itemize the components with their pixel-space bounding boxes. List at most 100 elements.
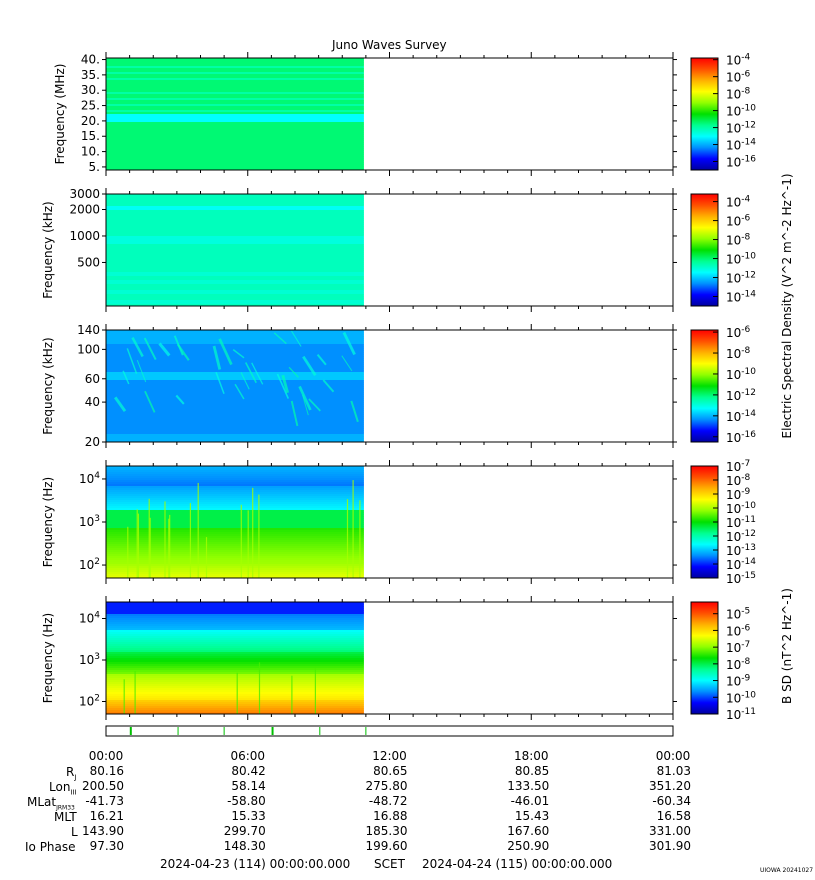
ephemeris-value: -60.34 bbox=[652, 794, 691, 808]
colorbar-5 bbox=[690, 601, 719, 715]
y-tick-label: 15. bbox=[81, 129, 100, 143]
ephemeris-value: 299.70 bbox=[224, 824, 266, 838]
x-tick-label: 12:00 bbox=[372, 749, 407, 763]
ephemeris-value: 250.90 bbox=[507, 839, 549, 853]
ephemeris-value: 167.60 bbox=[507, 824, 549, 838]
colorbar-4 bbox=[690, 465, 719, 579]
ephemeris-value: 133.50 bbox=[507, 779, 549, 793]
ephemeris-value: 15.33 bbox=[231, 809, 265, 823]
y-tick-label: 25. bbox=[81, 99, 100, 113]
ephemeris-value: 301.90 bbox=[649, 839, 691, 853]
ephemeris-value: 185.30 bbox=[366, 824, 408, 838]
colorbar-tick-label: 10-16 bbox=[726, 155, 756, 170]
mlat-label: MLatJRM33 bbox=[27, 795, 75, 812]
colorbar-2 bbox=[690, 193, 719, 307]
ephemeris-value: -48.72 bbox=[369, 794, 408, 808]
x-tick-label: 00:00 bbox=[89, 749, 124, 763]
io-phase-label: Io Phase bbox=[25, 840, 76, 854]
colorbar-tick-label: 10-6 bbox=[726, 325, 751, 340]
colorbar-tick-label: 10-7 bbox=[726, 459, 750, 474]
ephemeris-value: -41.73 bbox=[85, 794, 124, 808]
footer-tag: UIOWA 20241027 bbox=[760, 867, 814, 874]
y-tick-label: 35. bbox=[81, 68, 100, 82]
y-tick-label: 20. bbox=[81, 114, 100, 128]
panel-5: Frequency (Hz) bbox=[41, 596, 677, 720]
colorbar-gradient bbox=[690, 601, 719, 715]
colorbar-gradient bbox=[690, 329, 719, 443]
y-tick-label: 104 bbox=[79, 611, 100, 626]
ephemeris-value: -58.80 bbox=[227, 794, 266, 808]
colorbar-tick-label: 10-14 bbox=[726, 290, 756, 305]
l-label: L bbox=[71, 825, 78, 839]
time-end-label: 2024-04-24 (115) 00:00:00.000 bbox=[422, 857, 613, 871]
rj-label: RJ bbox=[66, 765, 77, 782]
y-tick-label: 5. bbox=[89, 160, 100, 174]
mlt-label: MLT bbox=[54, 810, 77, 824]
y-tick-label: 40 bbox=[85, 395, 100, 409]
panel-3: 20 40 60 100 140 Frequency (kHz) bbox=[41, 323, 677, 449]
colorbar-tick-label: 10-13 bbox=[726, 543, 756, 558]
ephemeris-value: 15.43 bbox=[515, 809, 549, 823]
y-tick-label: 100 bbox=[77, 342, 100, 356]
ephemeris-value: 16.58 bbox=[657, 809, 691, 823]
y-axis-label: Frequency (kHz) bbox=[41, 201, 55, 298]
colorbar-tick-label: 10-10 bbox=[726, 690, 756, 705]
ephemeris-value: 58.14 bbox=[231, 779, 265, 793]
ephemeris-value: 81.03 bbox=[657, 764, 691, 778]
y-axis-label: Frequency (kHz) bbox=[41, 337, 55, 434]
colorbar-tick-label: 10-14 bbox=[726, 138, 756, 153]
colorbar-tick-label: 10-12 bbox=[726, 271, 756, 286]
y-tick-label: 102 bbox=[79, 694, 100, 709]
colorbar-tick-label: 10-8 bbox=[726, 87, 751, 102]
ephemeris-value: 199.60 bbox=[366, 839, 408, 853]
y-tick-label: 60 bbox=[85, 372, 100, 386]
colorbar-tick-label: 10-9 bbox=[726, 674, 751, 689]
colorbar-tick-label: 10-8 bbox=[726, 346, 751, 361]
ephemeris-value: 148.30 bbox=[224, 839, 266, 853]
colorbar-tick-label: 10-10 bbox=[726, 104, 756, 119]
ephemeris-value: 351.20 bbox=[649, 779, 691, 793]
y-tick-label: 40. bbox=[81, 53, 100, 67]
ephemeris-value: 331.00 bbox=[649, 824, 691, 838]
colorbar-1 bbox=[690, 57, 719, 171]
colorbar-tick-label: 10-12 bbox=[726, 388, 756, 403]
y-axis-label: Frequency (Hz) bbox=[41, 613, 55, 704]
colorbar-tick-label: 10-14 bbox=[726, 557, 756, 572]
time-start-label: 2024-04-23 (114) 00:00:00.000 bbox=[160, 857, 351, 871]
ephemeris-value: 80.85 bbox=[515, 764, 549, 778]
colorbar-tick-label: 10-11 bbox=[726, 515, 756, 530]
y-tick-label: 103 bbox=[79, 514, 100, 529]
colorbar-tick-label: 10-10 bbox=[726, 501, 756, 516]
x-tick-label: 06:00 bbox=[230, 749, 265, 763]
colorbar-tick-label: 10-12 bbox=[726, 121, 756, 136]
colorbar-tick-label: 10-4 bbox=[726, 53, 751, 68]
colorbar-gradient bbox=[690, 57, 719, 171]
mode-bar-frame bbox=[105, 725, 674, 737]
ephemeris-value: 200.50 bbox=[82, 779, 124, 793]
ephemeris-value: 275.80 bbox=[366, 779, 408, 793]
colorbar-tick-label: 10-14 bbox=[726, 409, 756, 424]
ephemeris-value: 16.21 bbox=[90, 809, 124, 823]
colorbar-tick-label: 10-8 bbox=[726, 473, 751, 488]
colorbar-tick-label: 10-6 bbox=[726, 214, 751, 229]
y-tick-label: 102 bbox=[79, 557, 100, 572]
mode-bar bbox=[105, 725, 674, 737]
electric-colorbar-label: Electric Spectral Density (V^2 m^-2 Hz^-… bbox=[780, 173, 794, 438]
ephemeris-value: 16.88 bbox=[373, 809, 407, 823]
y-tick-label: 1000 bbox=[69, 229, 100, 243]
ephemeris-value: -46.01 bbox=[511, 794, 550, 808]
lon-label: LonIII bbox=[49, 780, 77, 797]
colorbar-tick-label: 10-10 bbox=[726, 367, 756, 382]
colorbar-tick-label: 10-4 bbox=[726, 195, 751, 210]
y-tick-label: 103 bbox=[79, 652, 100, 667]
colorbar-tick-label: 10-10 bbox=[726, 252, 756, 267]
ephemeris-value: 80.16 bbox=[90, 764, 124, 778]
y-tick-label: 2000 bbox=[69, 202, 100, 216]
y-axis-label: Frequency (Hz) bbox=[41, 477, 55, 568]
ephemeris-value: 97.30 bbox=[90, 839, 124, 853]
colorbar-tick-label: 10-5 bbox=[726, 607, 750, 622]
panel-4: Frequency (Hz) bbox=[41, 460, 677, 584]
y-tick-label: 104 bbox=[79, 471, 100, 486]
